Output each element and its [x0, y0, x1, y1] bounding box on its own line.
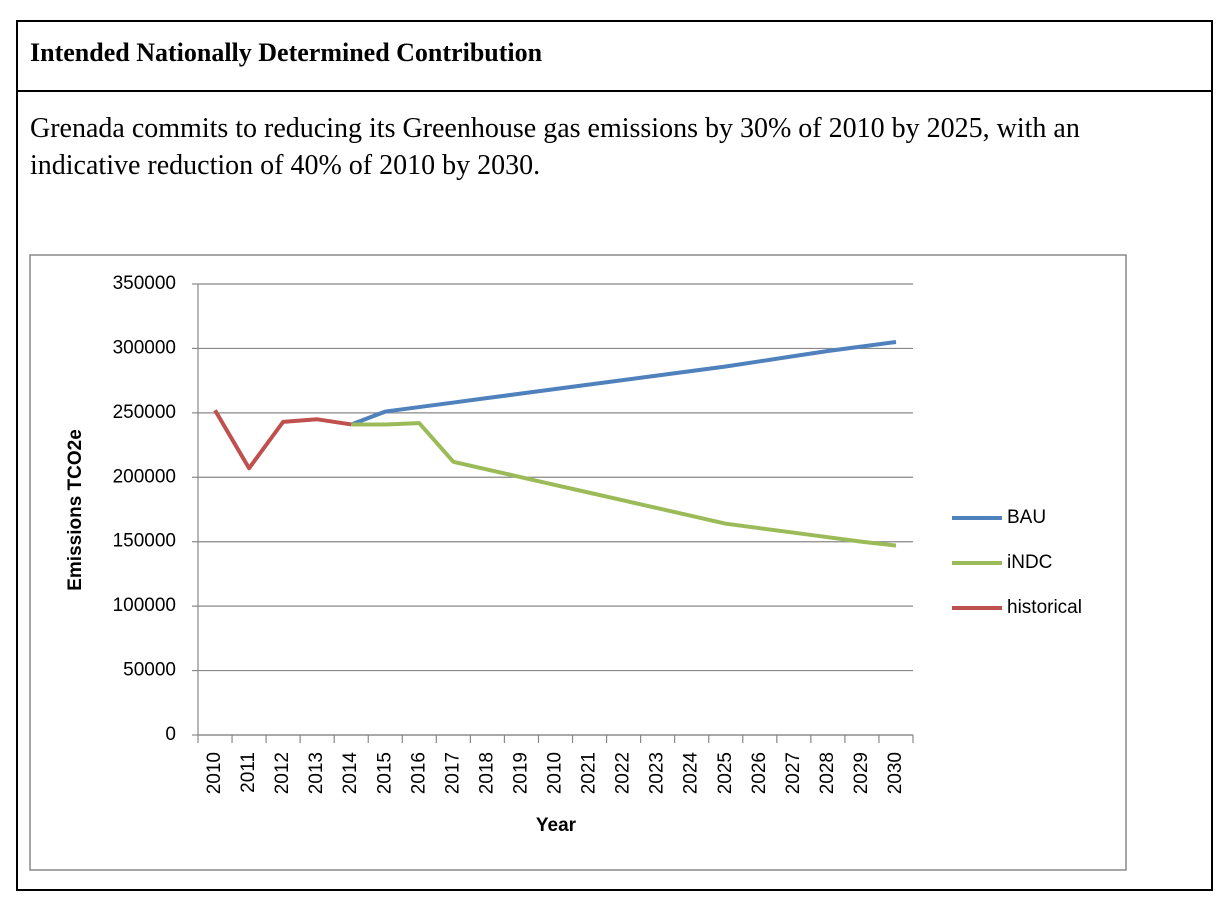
y-axis-label: Emissions TCO2e [65, 429, 86, 591]
x-tick-label: 2022 [613, 752, 634, 794]
title: Intended Nationally Determined Contribut… [30, 38, 543, 67]
x-tick-label: 2011 [238, 752, 259, 793]
x-tick-label: 2018 [476, 752, 497, 794]
chart-frame [29, 254, 1127, 871]
y-tick-label: 150000 [113, 531, 176, 552]
x-tick-label: 2012 [272, 752, 293, 794]
legend-label: iNDC [1007, 552, 1052, 573]
y-tick-label: 200000 [113, 466, 176, 487]
title-row: Intended Nationally Determined Contribut… [18, 22, 1211, 92]
y-tick-label: 50000 [123, 660, 176, 681]
x-tick-label: 2025 [715, 752, 736, 794]
x-tick-label: 2026 [749, 752, 770, 794]
x-tick-label: 2023 [647, 752, 668, 794]
series-line [350, 340, 897, 427]
y-tick-label: 100000 [113, 595, 176, 616]
x-tick-label: 2027 [783, 752, 804, 794]
x-tick-label: 2010 [204, 752, 225, 794]
legend-label: BAU [1007, 507, 1046, 528]
x-tick-label: 2010 [545, 752, 566, 794]
x-tick-label: 2021 [579, 752, 600, 794]
x-tick-label: 2016 [408, 752, 429, 794]
series-line [351, 421, 897, 548]
document-box: Intended Nationally Determined Contribut… [16, 20, 1213, 891]
x-tick-label: 2029 [851, 752, 872, 794]
x-tick-label: 2019 [510, 752, 531, 794]
x-tick-label: 2015 [374, 752, 395, 794]
x-tick-label: 2013 [306, 752, 327, 794]
paragraph: Grenada commits to reducing its Greenhou… [30, 113, 1080, 181]
x-axis-label: Year [536, 815, 577, 836]
y-tick-label: 350000 [113, 273, 176, 294]
y-tick-label: 0 [165, 724, 176, 745]
series-line [213, 409, 352, 471]
y-tick-label: 300000 [113, 337, 176, 358]
x-tick-label: 2014 [340, 752, 361, 795]
x-tick-label: 2017 [442, 752, 463, 794]
x-tick-label: 2024 [681, 752, 702, 795]
x-tick-label: 2028 [817, 752, 838, 794]
x-tick-label: 2030 [885, 752, 906, 794]
legend-label: historical [1007, 597, 1082, 618]
y-tick-label: 250000 [113, 402, 176, 423]
